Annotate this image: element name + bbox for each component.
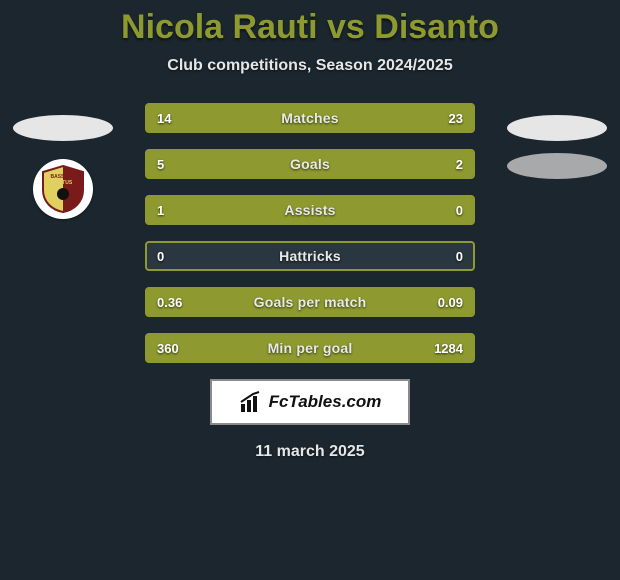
brand-text: FcTables.com bbox=[269, 392, 382, 412]
stat-row: Matches14 23 bbox=[145, 103, 475, 133]
stat-bars: Matches1423Goals52Assists10Hattricks00Go… bbox=[145, 103, 475, 363]
shield-icon: BASSANO VIRTUS bbox=[38, 164, 88, 214]
stat-label: Min per goal bbox=[147, 335, 473, 361]
vs-text: vs bbox=[327, 8, 365, 46]
stat-value-left: 0 bbox=[157, 243, 164, 269]
subtitle: Club competitions, Season 2024/2025 bbox=[0, 57, 620, 75]
player2-badges bbox=[502, 103, 612, 191]
stat-value-right: 2 bbox=[456, 151, 463, 177]
stat-row: Assists1 0 bbox=[145, 195, 475, 225]
snapshot-date: 11 march 2025 bbox=[0, 443, 620, 461]
comparison-canvas: BASSANO VIRTUS Matches14 23 Goals5 2 Assists… bbox=[0, 103, 620, 363]
stat-value-right: 23 bbox=[449, 105, 463, 131]
comparison-title: Nicola Rauti vs Disanto bbox=[0, 0, 620, 47]
club-badge-placeholder bbox=[13, 115, 113, 141]
chart-icon bbox=[239, 390, 263, 414]
stat-row: Goals per match0.36 0.09 bbox=[145, 287, 475, 317]
stat-value-left: 14 bbox=[157, 105, 171, 131]
stat-value-right: 0.09 bbox=[438, 289, 463, 315]
stat-value-right: 0 bbox=[456, 243, 463, 269]
stat-label: Hattricks bbox=[147, 243, 473, 269]
stat-label: Assists bbox=[147, 197, 473, 223]
stat-value-left: 360 bbox=[157, 335, 179, 361]
club-logo-bassano: BASSANO VIRTUS bbox=[33, 159, 93, 219]
club-badge-placeholder bbox=[507, 153, 607, 179]
svg-text:VIRTUS: VIRTUS bbox=[54, 180, 73, 186]
player1-badges: BASSANO VIRTUS bbox=[8, 103, 118, 219]
player2-name: Disanto bbox=[374, 8, 499, 46]
stat-row: Min per goal360 1284 bbox=[145, 333, 475, 363]
stat-label: Goals per match bbox=[147, 289, 473, 315]
stat-label: Matches bbox=[147, 105, 473, 131]
stat-row: Goals5 2 bbox=[145, 149, 475, 179]
club-badge-placeholder bbox=[507, 115, 607, 141]
stat-row: Hattricks0 0 bbox=[145, 241, 475, 271]
stat-value-left: 5 bbox=[157, 151, 164, 177]
brand-box[interactable]: FcTables.com bbox=[210, 379, 410, 425]
stat-value-left: 1 bbox=[157, 197, 164, 223]
player1-name: Nicola Rauti bbox=[121, 8, 317, 46]
stat-label: Goals bbox=[147, 151, 473, 177]
stat-value-right: 1284 bbox=[434, 335, 463, 361]
stat-value-left: 0.36 bbox=[157, 289, 182, 315]
stat-value-right: 0 bbox=[456, 197, 463, 223]
